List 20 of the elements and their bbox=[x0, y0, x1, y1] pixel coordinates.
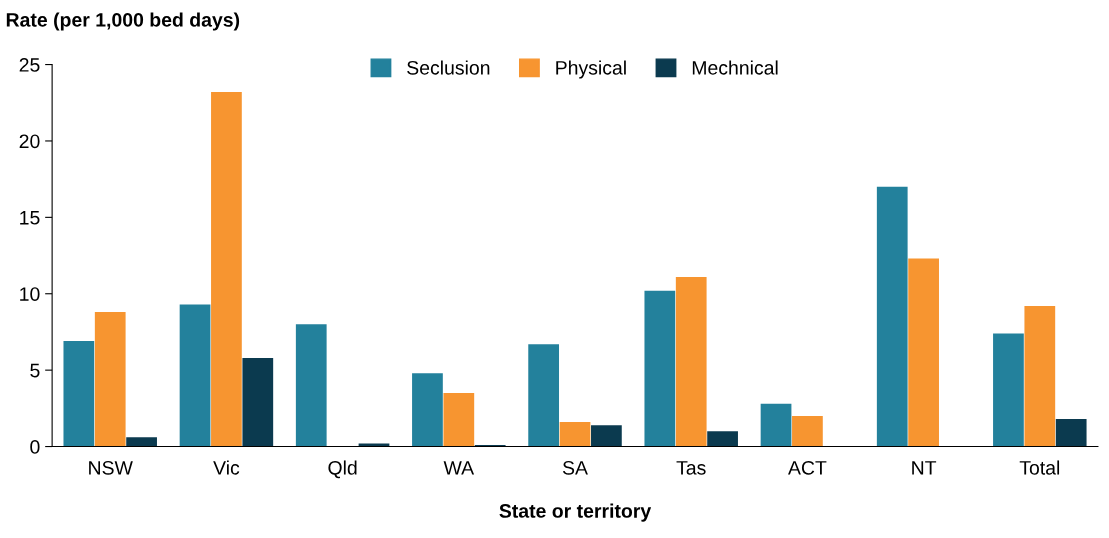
x-tick-label: SA bbox=[562, 460, 588, 475]
x-tick-label: Qld bbox=[328, 460, 357, 479]
legend-label: Physical bbox=[556, 60, 626, 79]
y-tick-label: 10 bbox=[20, 287, 40, 301]
y-tick-label: 20 bbox=[19, 134, 40, 149]
legend-label: Mechnical bbox=[692, 60, 778, 75]
x-tick-label: Tas bbox=[676, 461, 706, 475]
x-axis-title: State or territory bbox=[499, 503, 652, 522]
y-tick-label: 25 bbox=[19, 58, 40, 72]
x-tick-label: Vic bbox=[213, 460, 240, 475]
legend-label: Seclusion bbox=[407, 60, 490, 75]
y-tick-label: 0 bbox=[30, 440, 40, 454]
x-tick-label: Total bbox=[1019, 460, 1060, 475]
y-tick-label: 5 bbox=[30, 363, 40, 378]
x-tick-label: ACT bbox=[788, 460, 827, 475]
x-tick-label: NSW bbox=[89, 460, 133, 475]
x-tick-label: NT bbox=[912, 461, 937, 475]
x-tick-label: WA bbox=[443, 461, 475, 475]
y-axis-title: Rate (per 1,000 bed days) bbox=[6, 12, 240, 31]
y-tick-label: 15 bbox=[20, 211, 40, 225]
